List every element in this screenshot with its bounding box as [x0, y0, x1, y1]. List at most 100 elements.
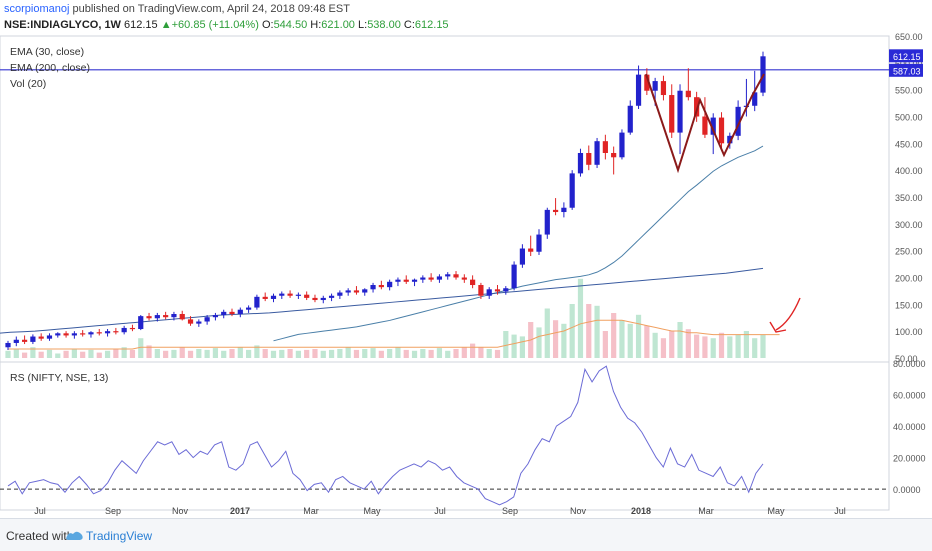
price-tick-label: 450.00	[895, 139, 923, 149]
candle-body	[685, 90, 691, 98]
price-tick-label: 200.00	[895, 274, 923, 284]
volume-bar	[237, 347, 243, 358]
tradingview-brand[interactable]: TradingView	[86, 529, 153, 543]
candle-body	[702, 116, 708, 135]
volume-bar	[727, 336, 733, 358]
candle-body	[46, 335, 53, 339]
publish-info: scorpiomanoj published on TradingView.co…	[4, 3, 350, 15]
volume-bar	[38, 351, 44, 358]
candle-body	[486, 289, 492, 296]
volume-bar	[718, 332, 725, 358]
volume-bar	[544, 308, 550, 358]
candle-body	[395, 279, 401, 282]
up-arrow-icon: ▲	[160, 19, 172, 31]
volume-bar	[387, 349, 393, 358]
volume-bar	[196, 349, 202, 358]
price-tick-label: 250.00	[895, 247, 923, 257]
volume-bar	[179, 347, 185, 358]
volume-bar	[146, 345, 152, 358]
candle-body	[154, 315, 160, 319]
candle-body	[229, 311, 235, 314]
candle-body	[21, 339, 28, 342]
time-tick-label: Sep	[502, 506, 518, 516]
candle-body	[187, 319, 194, 324]
high-label: H:	[310, 19, 322, 31]
volume-bar	[561, 323, 567, 358]
volume-bar	[594, 305, 600, 358]
price-tick-label: 150.00	[895, 300, 923, 310]
last-price-marker	[889, 49, 923, 63]
candle-body	[594, 141, 600, 165]
volume-bar	[445, 350, 451, 358]
volume-bar	[428, 349, 434, 358]
candle-body	[677, 90, 683, 133]
volume-bar	[353, 349, 360, 358]
volume-bar	[660, 338, 667, 358]
candle-body	[71, 333, 77, 336]
symbol-info: NSE:INDIAGLYCO, 1W 612.15 ▲+60.85 (+11.0…	[4, 19, 449, 31]
rs-tick-label: 40.0000	[893, 422, 926, 432]
candle-body	[694, 97, 700, 117]
volume-bar	[710, 338, 716, 358]
volume-bar	[685, 329, 691, 358]
price-tick-label: 400.00	[895, 166, 923, 176]
candle-body	[270, 295, 277, 299]
candle-body	[602, 141, 608, 153]
volume-bar	[270, 350, 277, 358]
volume-bar	[295, 350, 301, 358]
time-tick-label: Nov	[570, 506, 587, 516]
volume-bar	[129, 349, 136, 358]
w-pattern-drawing	[645, 73, 765, 174]
candle-body	[55, 333, 61, 336]
volume-bar	[287, 349, 293, 358]
volume-bar	[702, 336, 708, 358]
candle-body	[279, 293, 285, 296]
volume-bar	[370, 348, 376, 358]
candle-body	[254, 296, 260, 308]
candle-body	[13, 339, 19, 343]
volume-bar	[254, 345, 260, 358]
time-tick-label: 2018	[631, 506, 651, 516]
candle-body	[104, 331, 111, 334]
candle-body	[63, 333, 69, 336]
volume-bar	[63, 350, 69, 358]
rs-tick-label: 60.0000	[893, 391, 926, 401]
price-pane[interactable]	[0, 35, 890, 363]
volume-bar	[46, 349, 53, 358]
candle-body	[611, 152, 617, 158]
volume-bar	[403, 349, 409, 358]
price-tick-label: 300.00	[895, 220, 923, 230]
rs-pane[interactable]	[0, 361, 890, 511]
candle-body	[710, 117, 716, 135]
volume-bar	[494, 349, 501, 358]
volume-bar	[378, 350, 384, 358]
candle-body	[304, 294, 310, 298]
volume-bar	[577, 278, 584, 358]
volume-bar	[552, 320, 559, 358]
candle-body	[337, 292, 343, 296]
volume-bar	[328, 349, 335, 358]
volume-bar	[279, 349, 285, 358]
rs-line	[7, 365, 764, 506]
price-chart[interactable]: 650.00600.00550.00500.00450.00400.00350.…	[0, 0, 932, 518]
candle-body	[552, 209, 559, 213]
candle-body	[569, 173, 575, 208]
volume-bar	[735, 334, 741, 358]
rs-tick-label: 20.0000	[893, 454, 926, 464]
candle-body	[544, 209, 550, 235]
author-link[interactable]: scorpiomanoj	[4, 3, 70, 15]
volume-bar	[96, 352, 102, 358]
volume-bar	[586, 304, 592, 358]
volume-bar	[519, 336, 525, 358]
candle-body	[362, 289, 368, 293]
candle-body	[511, 264, 517, 289]
candle-body	[387, 281, 393, 288]
volume-bar	[21, 352, 28, 358]
volume-bar	[154, 349, 160, 358]
volume-bar	[304, 349, 310, 358]
time-tick-label: Nov	[172, 506, 189, 516]
close-value: 612.15	[414, 19, 449, 31]
footer-bar: Created with TradingView	[0, 518, 932, 551]
volume-bar	[345, 347, 351, 358]
candle-body	[669, 95, 675, 133]
